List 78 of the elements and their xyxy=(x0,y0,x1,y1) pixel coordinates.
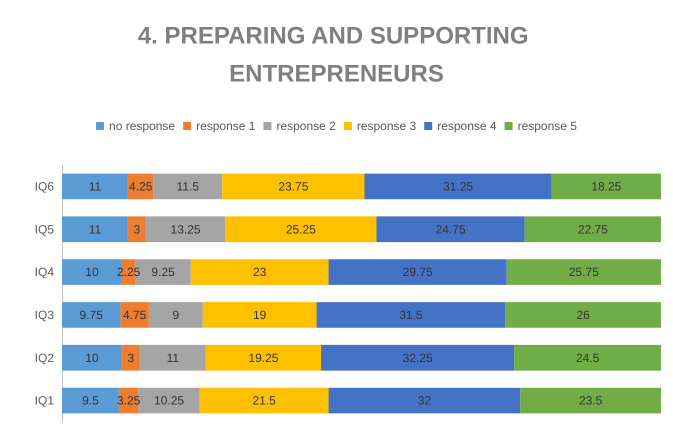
data-label: 19.25 xyxy=(248,350,279,365)
chart-title: 4. PREPARING AND SUPPORTING ENTREPRENEURS xyxy=(138,22,536,88)
data-label: 3 xyxy=(134,222,141,236)
data-label: 9.75 xyxy=(80,308,104,322)
bar xyxy=(524,216,661,242)
bar xyxy=(62,216,128,242)
bar xyxy=(364,174,552,200)
data-label: 9.25 xyxy=(151,265,176,280)
bar xyxy=(321,344,514,371)
bar xyxy=(316,302,506,328)
data-label: 31.5 xyxy=(399,308,423,322)
data-label: 26 xyxy=(576,308,590,322)
data-label: 11 xyxy=(88,222,102,236)
data-label: 31.25 xyxy=(443,179,474,194)
bar xyxy=(505,302,661,328)
bar xyxy=(520,388,661,414)
data-label: 23.75 xyxy=(278,179,309,194)
legend-label: response 5 xyxy=(518,119,578,133)
y-tick-label: IQ6 xyxy=(34,179,54,194)
bar xyxy=(62,388,119,414)
bar xyxy=(514,344,661,371)
data-label: 11 xyxy=(166,350,180,365)
data-label: 32 xyxy=(418,394,432,408)
data-label: 3 xyxy=(128,350,135,365)
data-label: 10 xyxy=(85,350,99,365)
bar xyxy=(376,216,525,242)
data-label: 11.5 xyxy=(176,179,200,194)
data-label: 10.25 xyxy=(154,394,184,408)
legend-label: response 2 xyxy=(276,119,336,133)
data-label: 25.75 xyxy=(568,265,600,280)
bar xyxy=(552,174,661,200)
bar xyxy=(206,344,322,371)
data-label: 19 xyxy=(252,308,267,322)
legend-label: no response xyxy=(109,119,176,133)
data-label: 29.75 xyxy=(402,265,433,280)
bar xyxy=(328,259,507,285)
legend-label: response 1 xyxy=(196,119,256,133)
data-label: 22.75 xyxy=(578,222,608,236)
bar xyxy=(138,388,200,414)
bar xyxy=(62,302,120,328)
legend-label: response 3 xyxy=(356,119,417,133)
data-label: 23 xyxy=(252,265,267,280)
data-label: 24.75 xyxy=(436,222,466,236)
bar xyxy=(62,174,128,200)
bar xyxy=(153,174,222,200)
bar xyxy=(122,344,140,371)
data-label: 9 xyxy=(172,308,180,322)
data-label: 9.5 xyxy=(82,394,100,408)
bar xyxy=(62,344,122,371)
y-tick-label: IQ2 xyxy=(34,350,54,365)
bar xyxy=(128,216,146,242)
bar xyxy=(200,388,329,414)
bar xyxy=(222,174,364,200)
bar xyxy=(202,302,317,328)
data-label: 18.25 xyxy=(591,179,622,194)
bar xyxy=(148,302,203,328)
data-label: 4.75 xyxy=(122,308,147,322)
bar xyxy=(225,216,376,242)
legend-label: response 4 xyxy=(437,119,497,133)
data-label: 24.5 xyxy=(576,350,600,365)
data-label: 11 xyxy=(88,179,102,194)
data-label: 21.5 xyxy=(252,394,276,408)
data-label: 10 xyxy=(85,265,99,280)
data-label: 13.25 xyxy=(170,222,201,236)
data-label: 25.25 xyxy=(286,222,316,236)
y-tick-label: IQ3 xyxy=(34,308,54,322)
data-label: 32.25 xyxy=(402,350,433,365)
bar xyxy=(506,259,661,285)
bar xyxy=(190,259,329,285)
data-label: 23.5 xyxy=(578,394,603,408)
y-tick-label: IQ5 xyxy=(34,222,54,236)
y-tick-label: IQ1 xyxy=(34,394,54,408)
data-label: 4.25 xyxy=(128,179,153,194)
bar xyxy=(146,216,226,242)
bar xyxy=(140,344,206,371)
y-tick-label: IQ4 xyxy=(34,265,54,280)
bar xyxy=(120,302,149,328)
bar xyxy=(328,388,520,414)
